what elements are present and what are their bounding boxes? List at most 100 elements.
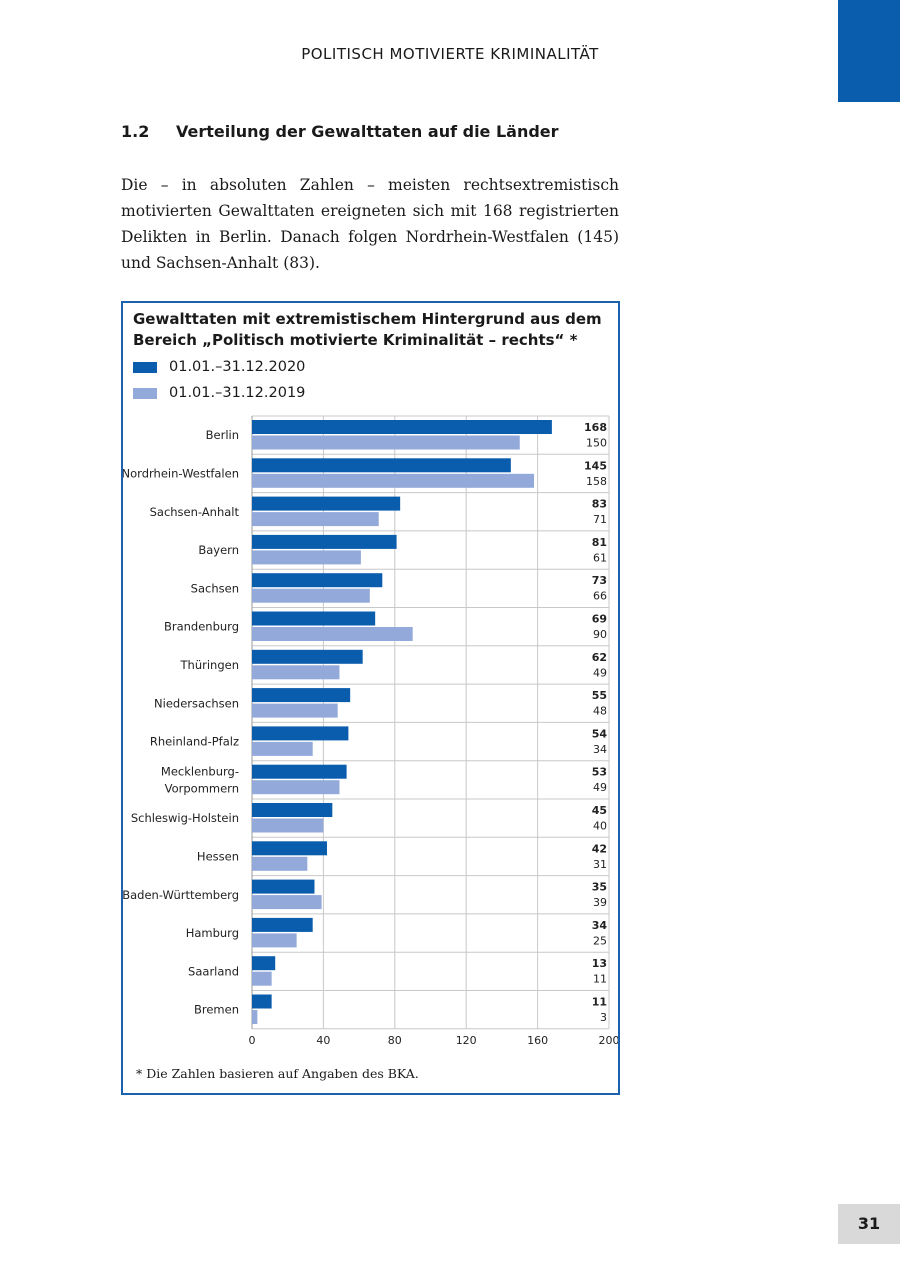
category-label: Baden-Württemberg [123, 888, 239, 902]
category-label: Bayern [198, 543, 239, 557]
bar-2020 [252, 726, 349, 741]
bar-2020 [252, 458, 511, 473]
data-label: 49 [593, 781, 607, 794]
data-label: 53 [592, 766, 607, 779]
bar-2019 [252, 856, 308, 871]
data-label: 31 [593, 858, 607, 871]
bar-2019 [252, 971, 272, 986]
x-tick-label: 200 [599, 1034, 619, 1047]
bar-2020 [252, 420, 552, 434]
data-label: 83 [592, 498, 607, 511]
x-tick-label: 120 [456, 1034, 477, 1047]
bar-2019 [252, 588, 370, 603]
legend-item-2019: 01.01.–31.12.2019 [133, 385, 305, 401]
bar-2019 [252, 627, 413, 641]
bar-2020 [252, 841, 327, 856]
data-label: 81 [592, 536, 607, 549]
chart-title: Gewalttaten mit extremistischem Hintergr… [133, 310, 602, 349]
bar-2019 [252, 933, 297, 948]
bar-2020 [252, 917, 313, 932]
category-label: Mecklenburg- [161, 764, 239, 778]
bar-2020 [252, 994, 272, 1009]
bar-2019 [252, 703, 338, 718]
data-label: 40 [593, 820, 607, 833]
category-label: Sachsen [191, 581, 239, 595]
data-label: 13 [592, 957, 607, 970]
chart-box: Gewalttaten mit extremistischem Hintergr… [121, 301, 620, 1095]
data-label: 66 [593, 590, 607, 603]
category-label: Berlin [206, 428, 239, 442]
bar-2019 [252, 780, 340, 795]
page-number: 31 [838, 1204, 900, 1244]
data-label: 150 [586, 437, 607, 450]
running-title: POLITISCH MOTIVIERTE KRIMINALITÄT [301, 45, 599, 63]
bar-2020 [252, 534, 397, 549]
category-label: Bremen [194, 1003, 239, 1017]
category-label: Sachsen-Anhalt [150, 505, 240, 519]
category-label: Hessen [197, 849, 239, 863]
legend-label: 01.01.–31.12.2019 [169, 385, 306, 401]
bar-2020 [252, 573, 383, 588]
bar-chart: 0 40 80 120 160 200 Berlin 168 150 Nordrhein-West… [123, 415, 619, 1047]
data-label: 61 [593, 551, 607, 564]
category-label: Hamburg [186, 926, 239, 940]
bar-2020 [252, 879, 315, 894]
category-label: Brandenburg [164, 620, 239, 634]
bar-2019 [252, 473, 535, 488]
x-tick-label: 160 [527, 1034, 548, 1047]
bar-2019 [252, 741, 313, 756]
data-label: 49 [593, 666, 607, 679]
data-label: 73 [592, 574, 607, 587]
legend-item-2020: 01.01.–31.12.2020 [133, 359, 305, 375]
data-label: 25 [593, 934, 607, 947]
body-paragraph: Die – in absoluten Zahlen – meisten rech… [121, 176, 619, 272]
legend-swatch [133, 361, 157, 373]
x-tick-label: 40 [316, 1034, 330, 1047]
bar-2020 [252, 803, 333, 817]
chapter-tab [838, 0, 900, 102]
bar-2019 [252, 435, 520, 450]
section-title: Verteilung der Gewalttaten auf die Lände… [176, 122, 559, 141]
category-label: Schleswig-Holstein [131, 811, 239, 825]
x-tick-label: 0 [249, 1034, 256, 1047]
bar-2020 [252, 611, 376, 626]
data-label: 145 [584, 459, 607, 472]
data-label: 34 [592, 919, 608, 932]
bar-2019 [252, 512, 379, 527]
data-label: 3 [600, 1011, 607, 1024]
data-label: 42 [592, 842, 607, 855]
data-label: 54 [592, 727, 608, 740]
section-number: 1.2 [121, 122, 150, 141]
data-label: 168 [584, 421, 607, 434]
data-label: 71 [593, 513, 607, 526]
legend-label: 01.01.–31.12.2020 [169, 359, 306, 375]
data-label: 35 [592, 881, 607, 894]
legend-swatch [133, 387, 157, 399]
category-label: Niedersachsen [154, 696, 239, 710]
data-label: 11 [592, 996, 607, 1009]
bar-2019 [252, 550, 361, 565]
category-label: Thüringen [180, 658, 239, 672]
bar-2020 [252, 649, 363, 664]
bar-2019 [252, 1010, 258, 1024]
category-label: Saarland [188, 964, 239, 978]
data-label: 45 [592, 804, 607, 817]
data-label: 34 [593, 743, 607, 756]
data-label: 69 [592, 613, 607, 626]
bar-2019 [252, 665, 340, 680]
x-tick-label: 80 [388, 1034, 402, 1047]
category-label: Nordrhein-Westfalen [123, 466, 239, 480]
category-label: Rheinland-Pfalz [150, 735, 239, 749]
category-label: Vorpommern [165, 781, 239, 795]
bar-2020 [252, 688, 351, 703]
data-label: 90 [593, 628, 607, 641]
data-label: 48 [593, 705, 607, 718]
bar-2019 [252, 818, 324, 833]
bar-2020 [252, 496, 401, 511]
section-heading: 1.2 Verteilung der Gewalttaten auf die Lä… [121, 122, 559, 141]
data-label: 158 [586, 475, 607, 488]
data-label: 55 [592, 689, 607, 702]
bar-2019 [252, 895, 322, 910]
data-label: 39 [593, 896, 607, 909]
bar-2020 [252, 956, 276, 971]
